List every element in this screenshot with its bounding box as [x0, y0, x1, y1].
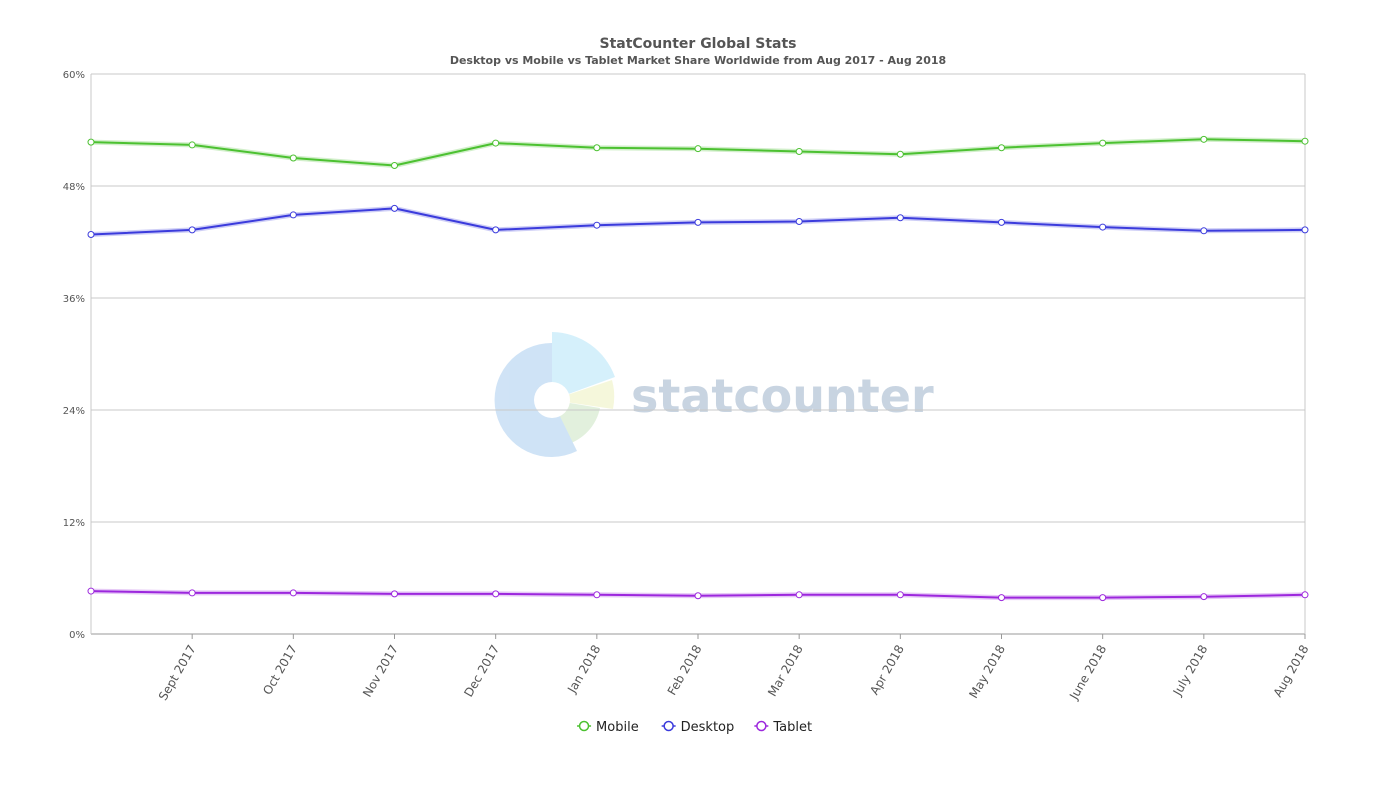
legend-label: Tablet [772, 720, 812, 735]
data-point[interactable] [188, 226, 196, 234]
x-tick-label: June 2018 [1066, 643, 1109, 703]
x-tick-label: Oct 2017 [260, 643, 300, 698]
data-point[interactable] [391, 590, 398, 598]
statcounter-logo-icon [494, 332, 615, 457]
x-tick-label: Feb 2018 [665, 643, 705, 698]
data-point[interactable] [87, 138, 95, 146]
legend-item-mobile[interactable]: Mobile [577, 720, 639, 735]
data-point[interactable] [1099, 223, 1107, 231]
statcounter-watermark: statcounter [494, 332, 934, 457]
data-point[interactable] [795, 147, 803, 155]
data-point[interactable] [795, 217, 803, 225]
x-tick-label: Jan 2018 [564, 643, 603, 697]
series-desktop [87, 204, 1309, 239]
data-point[interactable] [391, 161, 398, 169]
data-point[interactable] [694, 145, 702, 153]
legend-label: Mobile [596, 720, 639, 735]
data-point[interactable] [391, 204, 398, 212]
legend-marker-icon [663, 720, 674, 732]
data-point[interactable] [492, 139, 500, 147]
y-tick-label: 0% [69, 630, 85, 641]
legend-label: Desktop [681, 720, 735, 735]
legend-marker-icon [578, 720, 590, 732]
x-tick-label: Apr 2018 [867, 643, 907, 698]
data-point[interactable] [1301, 137, 1309, 145]
data-point[interactable] [896, 591, 904, 599]
chart-subtitle: Desktop vs Mobile vs Tablet Market Share… [450, 54, 946, 67]
legend-item-desktop[interactable]: Desktop [661, 720, 735, 735]
data-point[interactable] [492, 590, 500, 598]
data-point[interactable] [1301, 591, 1309, 599]
data-point[interactable] [896, 150, 904, 158]
data-point[interactable] [593, 221, 601, 229]
data-point[interactable] [593, 591, 601, 599]
x-tick-label: July 2018 [1170, 643, 1211, 699]
data-point[interactable] [492, 226, 500, 234]
x-tick-label: Mar 2018 [765, 643, 806, 699]
data-point[interactable] [289, 154, 297, 162]
data-point[interactable] [795, 591, 803, 599]
data-point[interactable] [289, 589, 297, 597]
legend: Mobile Desktop Tablet [577, 720, 812, 735]
legend-item-tablet[interactable]: Tablet [754, 720, 812, 735]
series-line [90, 138, 1306, 167]
legend-marker-icon [756, 720, 767, 732]
y-tick-label: 12% [63, 518, 85, 529]
data-point[interactable] [1200, 593, 1208, 601]
data-point[interactable] [998, 144, 1005, 152]
y-tick-label: 60% [63, 70, 85, 81]
chart-title: StatCounter Global Stats [599, 36, 796, 52]
watermark-text: statcounter [631, 369, 934, 423]
data-point[interactable] [1099, 594, 1107, 602]
x-tick-label: Nov 2017 [360, 643, 401, 700]
data-point[interactable] [1301, 226, 1309, 234]
x-tick-label: Sept 2017 [156, 643, 199, 703]
series-mobile [87, 135, 1309, 169]
x-tick-label: Aug 2018 [1271, 643, 1312, 700]
data-point[interactable] [188, 589, 196, 597]
x-tick-label: Dec 2017 [461, 643, 502, 700]
x-tick-label: May 2018 [966, 643, 1008, 701]
y-tick-label: 36% [63, 294, 85, 305]
data-point[interactable] [87, 231, 95, 239]
data-point[interactable] [1200, 135, 1208, 143]
y-tick-label: 48% [63, 182, 85, 193]
data-point[interactable] [1200, 227, 1208, 235]
data-point[interactable] [694, 218, 702, 226]
y-tick-label: 24% [63, 406, 85, 417]
data-point[interactable] [1099, 139, 1107, 147]
data-point[interactable] [998, 594, 1005, 602]
data-point[interactable] [896, 214, 904, 222]
series-tablet [87, 587, 1309, 602]
data-point[interactable] [289, 211, 297, 219]
data-point[interactable] [188, 141, 196, 149]
data-point[interactable] [694, 592, 702, 600]
data-point[interactable] [87, 587, 95, 595]
data-point[interactable] [593, 144, 601, 152]
data-point[interactable] [998, 218, 1005, 226]
